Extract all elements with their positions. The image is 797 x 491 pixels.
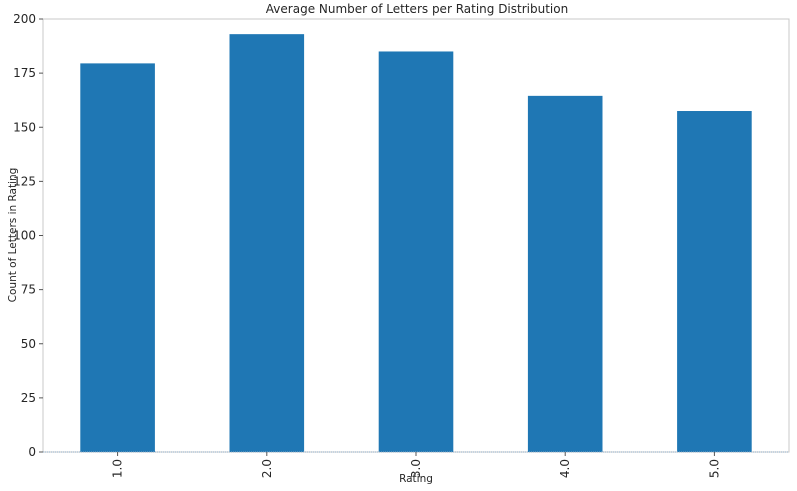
x-tick-label-1.0: 1.0	[111, 459, 125, 478]
x-tick-label-5.0: 5.0	[707, 459, 721, 478]
bar-1.0	[80, 63, 155, 452]
y-axis-label: Count of Letters in Rating	[7, 168, 19, 303]
plot-area: 0 25 50 75 100 125 150 175 200 1.0 2.0 3.0 4.0 5.0	[13, 12, 790, 478]
y-tick-label-150: 150	[13, 120, 36, 134]
x-tick-label-3.0: 3.0	[409, 459, 423, 478]
y-tick-label-175: 175	[13, 66, 36, 80]
x-tick-label-4.0: 4.0	[558, 459, 572, 478]
y-tick-label-200: 200	[13, 12, 36, 26]
y-tick-label-75: 75	[21, 283, 36, 297]
bar-2.0	[229, 34, 305, 452]
x-tick-label-2.0: 2.0	[260, 459, 274, 478]
bar-3.0	[378, 51, 454, 452]
y-tick-label-100: 100	[13, 229, 36, 243]
y-tick-label-0: 0	[28, 445, 36, 459]
y-tick-label-50: 50	[21, 337, 36, 351]
bars	[80, 34, 752, 453]
chart-title: Average Number of Letters per Rating Dis…	[266, 2, 568, 16]
x-axis: 1.0 2.0 3.0 4.0 5.0	[111, 452, 721, 478]
x-axis-label: Rating	[399, 473, 433, 485]
y-tick-label-125: 125	[13, 174, 36, 188]
y-tick-label-25: 25	[21, 391, 36, 405]
bar-4.0	[527, 95, 603, 453]
y-axis: 0 25 50 75 100 125 150 175 200	[13, 12, 43, 459]
bar-5.0	[677, 111, 752, 452]
